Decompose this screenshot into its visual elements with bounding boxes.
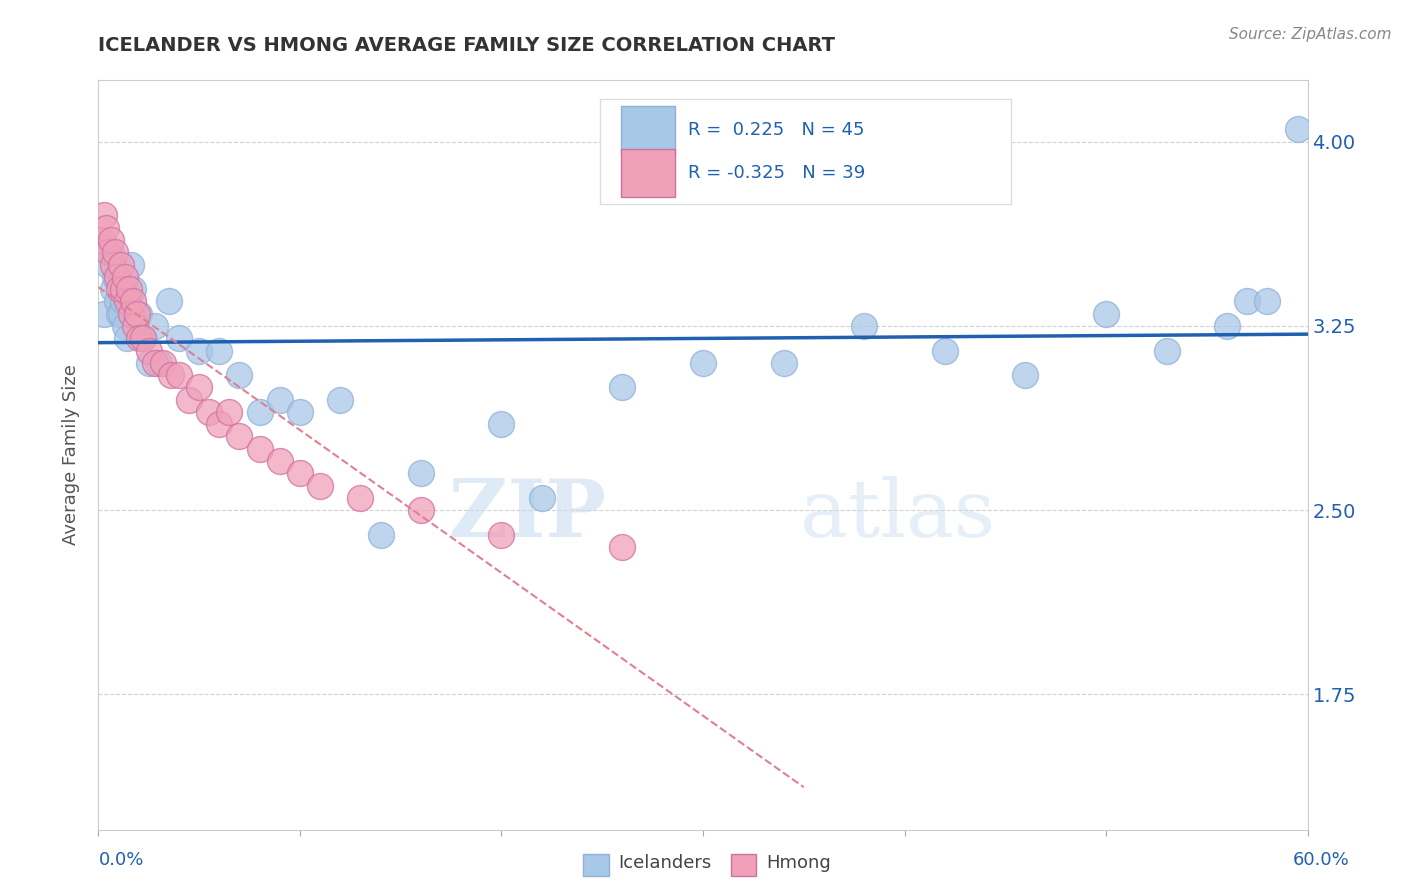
Point [160, 368, 183, 382]
Point [179, 392, 201, 407]
Point [188, 343, 211, 358]
FancyBboxPatch shape [621, 149, 675, 197]
Point [132, 331, 155, 345]
Point [1014, 368, 1036, 382]
Point [288, 405, 311, 419]
Point [120, 307, 142, 321]
Point [1216, 318, 1239, 333]
Point [111, 282, 134, 296]
Point [228, 368, 250, 382]
Point [612, 540, 634, 554]
Text: Hmong: Hmong [766, 855, 831, 872]
FancyBboxPatch shape [600, 99, 1011, 204]
Point [853, 318, 876, 333]
Point [115, 294, 138, 309]
Point [288, 467, 311, 481]
Point [218, 405, 240, 419]
Point [114, 318, 136, 333]
Point [101, 282, 124, 296]
FancyBboxPatch shape [621, 105, 675, 154]
Point [118, 294, 141, 309]
Point [370, 528, 392, 542]
Point [101, 258, 124, 272]
Point [530, 491, 553, 505]
Point [105, 294, 128, 309]
Point [1286, 122, 1309, 136]
Point [120, 258, 142, 272]
Point [110, 258, 132, 272]
Point [100, 245, 122, 260]
Point [107, 307, 129, 321]
Text: Icelanders: Icelanders [619, 855, 711, 872]
Point [349, 491, 371, 505]
Point [103, 269, 125, 284]
Point [269, 454, 291, 468]
Point [157, 294, 180, 309]
Text: ICELANDER VS HMONG AVERAGE FAMILY SIZE CORRELATION CHART: ICELANDER VS HMONG AVERAGE FAMILY SIZE C… [98, 36, 835, 54]
Point [115, 331, 138, 345]
Point [124, 318, 146, 333]
Point [167, 368, 190, 382]
Point [612, 380, 634, 394]
Text: ZIP: ZIP [450, 475, 606, 554]
Point [1236, 294, 1258, 309]
Point [1256, 294, 1278, 309]
Text: R =  0.225   N = 45: R = 0.225 N = 45 [689, 121, 865, 139]
Point [128, 331, 150, 345]
Point [208, 417, 231, 432]
Point [91, 233, 114, 247]
Point [329, 392, 352, 407]
Point [110, 307, 132, 321]
Point [491, 528, 513, 542]
Point [125, 307, 148, 321]
Point [114, 269, 136, 284]
Point [934, 343, 956, 358]
Point [138, 343, 160, 358]
Point [148, 356, 170, 370]
Text: R = -0.325   N = 39: R = -0.325 N = 39 [689, 164, 866, 182]
Text: 60.0%: 60.0% [1294, 851, 1350, 869]
Point [103, 245, 125, 260]
Point [249, 405, 271, 419]
Point [128, 307, 150, 321]
Point [143, 356, 166, 370]
Point [198, 405, 221, 419]
Point [692, 356, 714, 370]
Text: atlas: atlas [800, 475, 995, 554]
Point [249, 442, 271, 456]
Point [409, 503, 432, 517]
Point [228, 429, 250, 443]
Y-axis label: Average Family Size: Average Family Size [62, 365, 80, 545]
Point [188, 380, 211, 394]
Text: 0.0%: 0.0% [98, 851, 143, 869]
Point [269, 392, 291, 407]
Point [167, 331, 190, 345]
Point [93, 307, 115, 321]
Point [100, 233, 122, 247]
Point [107, 282, 129, 296]
Point [97, 245, 120, 260]
Text: Source: ZipAtlas.com: Source: ZipAtlas.com [1229, 27, 1392, 42]
Point [96, 220, 118, 235]
Point [124, 307, 146, 321]
Point [772, 356, 794, 370]
Point [143, 318, 166, 333]
Point [121, 294, 143, 309]
Point [93, 208, 115, 222]
Point [1156, 343, 1178, 358]
Point [97, 258, 120, 272]
Point [208, 343, 231, 358]
Point [152, 356, 174, 370]
Point [121, 282, 143, 296]
Point [409, 467, 432, 481]
Point [118, 282, 141, 296]
Point [491, 417, 513, 432]
Point [1095, 307, 1118, 321]
Point [138, 356, 160, 370]
Point [309, 478, 332, 492]
Point [111, 294, 134, 309]
Point [132, 331, 155, 345]
Point [105, 269, 128, 284]
